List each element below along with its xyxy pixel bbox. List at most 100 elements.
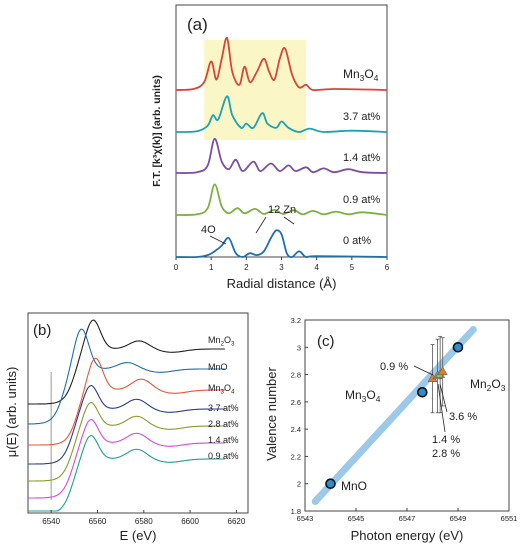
series-line xyxy=(27,385,225,465)
annotation-arrow xyxy=(283,216,295,225)
tick-label: 6560 xyxy=(89,517,107,526)
formula-part: 2 xyxy=(487,383,492,393)
series-label: Mn3O4 xyxy=(208,383,235,395)
annotation: 12 Zn xyxy=(268,204,296,216)
highlight-region xyxy=(204,40,307,140)
series-line xyxy=(28,328,225,425)
series-label: 0.9 at% xyxy=(208,451,239,461)
panel-b-frame xyxy=(27,312,249,514)
series-label: 2.8 at% xyxy=(208,419,239,429)
annotation-arrow xyxy=(255,216,267,234)
panel-label: (b) xyxy=(33,322,51,339)
panel-label: (c) xyxy=(317,333,335,350)
formula-part: Mn xyxy=(470,377,487,391)
formula-part: 3 xyxy=(360,73,365,83)
series-label: Mn2O3 xyxy=(208,335,235,347)
formula-part: 2 xyxy=(221,340,225,347)
reference-point xyxy=(416,387,428,398)
tick-label: 6540 xyxy=(42,517,60,526)
tick-label: 3 xyxy=(297,343,301,352)
series-line xyxy=(175,95,388,133)
tick-label: 4 xyxy=(314,263,319,272)
tick-label: 6620 xyxy=(228,517,246,526)
series-line xyxy=(28,402,225,482)
series-label: 1.4 at% xyxy=(343,152,381,164)
series-label: Mn3O4 xyxy=(343,67,379,83)
series-line xyxy=(28,435,225,512)
formula-part: O xyxy=(364,67,373,81)
x-axis-label: E (eV) xyxy=(120,528,157,543)
series-line xyxy=(175,37,388,92)
point-label: 3.6 % xyxy=(449,411,477,423)
tick-label: 6 xyxy=(385,263,390,272)
formula-part: 4 xyxy=(376,394,381,404)
series-label: MnO xyxy=(208,362,228,372)
point-label: 1.4 % xyxy=(432,434,460,446)
y-axis-label: F.T. [k³χ(k)] (arb. units) xyxy=(151,75,163,187)
reference-point xyxy=(325,478,336,490)
point-label: Mn2O3 xyxy=(470,377,506,393)
tick-label: 1 xyxy=(209,263,214,272)
formula-part: O xyxy=(224,383,231,393)
formula-part: Mn xyxy=(345,388,362,402)
series-line xyxy=(175,137,388,174)
series-label: 0.9 at% xyxy=(343,194,381,206)
tick-label: 2 xyxy=(244,263,249,272)
tick-label: 6545 xyxy=(348,514,365,523)
point-label: Mn3O4 xyxy=(345,388,381,404)
point-label: MnO xyxy=(341,479,367,493)
series-label: 3.7 at% xyxy=(343,111,381,123)
formula-part: Mn xyxy=(343,67,360,81)
annotation-arrow xyxy=(209,235,227,245)
tick-label: 2.4 xyxy=(291,425,301,434)
panel-label: (a) xyxy=(187,15,208,34)
label-arrow xyxy=(413,365,434,376)
sample-point xyxy=(437,366,448,376)
formula-part: O xyxy=(224,335,231,345)
tick-label: 6547 xyxy=(399,514,416,523)
fit-line xyxy=(311,326,477,505)
annotation: 4O xyxy=(201,224,216,236)
tick-label: 3 xyxy=(279,263,284,272)
tick-label: 2.2 xyxy=(291,452,301,461)
tick-label: 2.6 xyxy=(291,398,301,407)
y-axis-label: μ(E) (arb. units) xyxy=(4,367,19,458)
series-line xyxy=(28,419,225,499)
formula-part: O xyxy=(491,377,500,391)
tick-label: 1.8 xyxy=(291,507,301,516)
series-line xyxy=(175,183,388,216)
formula-part: 3 xyxy=(501,383,506,393)
formula-part: 3 xyxy=(362,394,367,404)
tick-label: 3.2 xyxy=(291,316,301,325)
series-line xyxy=(28,357,225,446)
label-arrow xyxy=(437,383,446,433)
series-line xyxy=(175,229,388,259)
series-label: 3.7 at% xyxy=(208,403,239,413)
tick-label: 5 xyxy=(350,263,355,272)
label-arrow xyxy=(439,383,448,413)
series-label: 1.4 at% xyxy=(208,435,239,445)
formula-part: Mn xyxy=(208,383,221,393)
series-label: 0 at% xyxy=(343,235,371,247)
tick-label: 2 xyxy=(297,480,301,489)
formula-part: 4 xyxy=(374,73,379,83)
tick-label: 6580 xyxy=(135,517,153,526)
y-axis-label: Valence number xyxy=(264,366,279,460)
tick-label: 0 xyxy=(174,263,179,272)
tick-label: 6551 xyxy=(501,514,518,523)
formula-part: 4 xyxy=(231,388,235,395)
point-label: 2.8 % xyxy=(432,448,460,460)
formula-part: 3 xyxy=(221,388,225,395)
tick-label: 6543 xyxy=(297,514,314,523)
x-axis-label: Radial distance (Å) xyxy=(227,276,337,291)
formula-part: O xyxy=(366,388,375,402)
tick-label: 6600 xyxy=(181,517,199,526)
point-label: 0.9 % xyxy=(380,361,408,373)
tick-label: 6549 xyxy=(450,514,467,523)
formula-part: Mn xyxy=(208,335,221,345)
x-axis-label: Photon energy (eV) xyxy=(351,528,464,543)
tick-label: 2.8 xyxy=(291,371,301,380)
reference-point xyxy=(452,341,464,353)
formula-part: 3 xyxy=(231,340,235,347)
